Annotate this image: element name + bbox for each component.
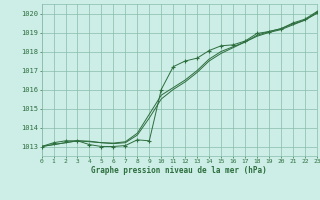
X-axis label: Graphe pression niveau de la mer (hPa): Graphe pression niveau de la mer (hPa)	[91, 166, 267, 175]
